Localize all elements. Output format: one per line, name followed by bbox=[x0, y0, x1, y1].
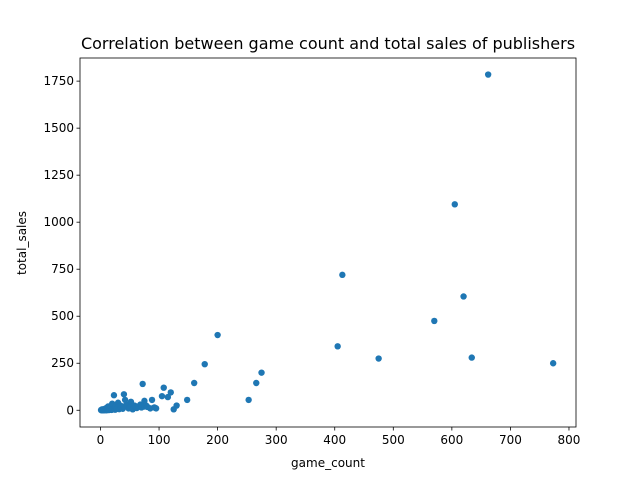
y-tick-label: 1250 bbox=[43, 168, 74, 182]
x-tick-label: 800 bbox=[558, 433, 581, 447]
x-axis-ticks: 0 100 200 300 400 500 600 700 800 bbox=[97, 427, 581, 447]
y-tick-label: 250 bbox=[51, 356, 74, 370]
x-tick-label: 500 bbox=[382, 433, 405, 447]
x-tick-label: 600 bbox=[440, 433, 463, 447]
data-point bbox=[110, 392, 118, 399]
data-point bbox=[375, 355, 382, 362]
data-point bbox=[451, 201, 458, 208]
y-tick-label: 1500 bbox=[43, 121, 74, 135]
x-axis-label: game_count bbox=[291, 456, 365, 470]
data-point bbox=[120, 391, 128, 398]
x-tick-label: 0 bbox=[97, 433, 105, 447]
data-point bbox=[214, 331, 221, 339]
y-tick-label: 500 bbox=[51, 309, 74, 323]
data-point bbox=[173, 402, 180, 409]
data-point bbox=[334, 343, 341, 350]
y-tick-label: 750 bbox=[51, 262, 74, 276]
data-point bbox=[253, 379, 260, 387]
data-point bbox=[245, 396, 252, 404]
data-point bbox=[139, 380, 146, 388]
x-tick-label: 400 bbox=[323, 433, 346, 447]
chart-title: Correlation between game count and total… bbox=[81, 34, 575, 53]
plot-frame bbox=[79, 57, 577, 428]
data-point bbox=[158, 392, 166, 400]
data-point bbox=[460, 293, 467, 300]
y-tick-label: 1000 bbox=[43, 215, 74, 229]
data-point bbox=[258, 369, 265, 376]
data-point bbox=[549, 360, 557, 367]
y-axis-label: total_sales bbox=[15, 211, 29, 275]
y-axis-ticks: 0 250 500 750 1000 1250 1500 1750 bbox=[43, 74, 80, 417]
data-point bbox=[183, 396, 191, 404]
data-points bbox=[97, 71, 557, 414]
data-point bbox=[152, 405, 160, 412]
data-point bbox=[190, 379, 198, 387]
x-tick-label: 100 bbox=[148, 433, 171, 447]
data-point bbox=[164, 393, 172, 401]
data-point bbox=[484, 71, 492, 78]
x-tick-label: 300 bbox=[265, 433, 288, 447]
data-point bbox=[148, 396, 156, 404]
data-point bbox=[339, 271, 346, 279]
data-point bbox=[167, 389, 174, 396]
y-tick-label: 1750 bbox=[43, 74, 74, 88]
data-point bbox=[201, 360, 208, 368]
y-tick-label: 0 bbox=[66, 403, 74, 417]
x-tick-label: 700 bbox=[499, 433, 522, 447]
data-point bbox=[431, 317, 438, 325]
data-point bbox=[160, 384, 167, 391]
x-tick-label: 200 bbox=[206, 433, 229, 447]
data-point bbox=[468, 354, 475, 361]
